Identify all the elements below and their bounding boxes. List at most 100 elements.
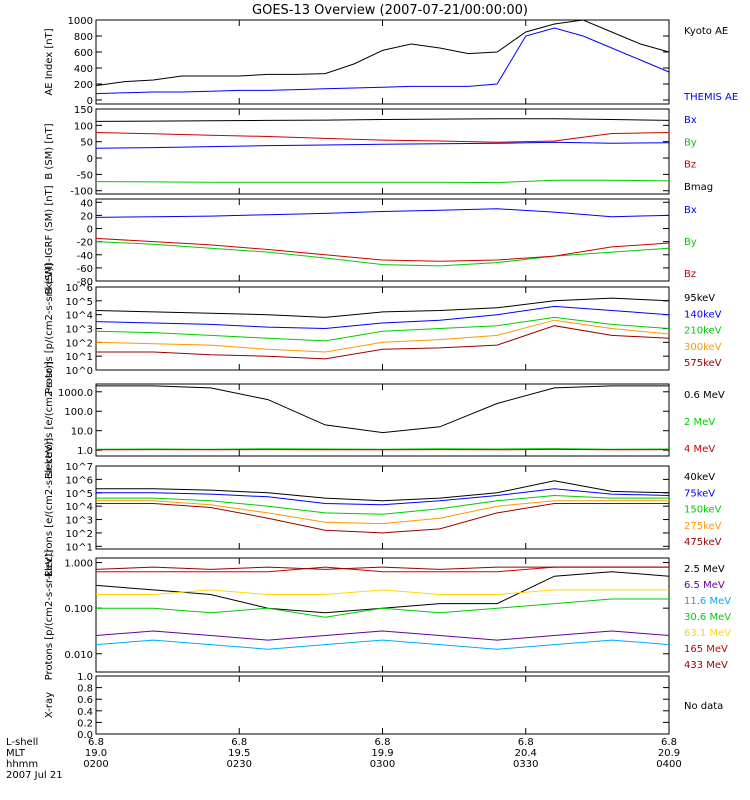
legend-entry: 30.6 MeV — [684, 612, 731, 623]
y-tick-label: -50 — [77, 170, 93, 181]
legend-entry: 0.6 MeV — [684, 390, 725, 401]
legend-entry: Kyoto AE — [684, 26, 728, 37]
legend-entry: 300keV — [684, 342, 722, 353]
footer-row-label: MLT — [6, 748, 26, 759]
y-tick-label: 50 — [80, 138, 93, 149]
series-line-bz — [95, 237, 670, 262]
y-tick-label: 10^4 — [66, 311, 93, 322]
y-tick-label: 0.8 — [77, 684, 93, 695]
legend-entry: 140keV — [684, 309, 722, 320]
series-line-by — [95, 179, 670, 184]
footer-tick-label: 0300 — [370, 759, 395, 770]
y-axis-label: Protons [p/(cm2-s-sr-keV)] — [44, 263, 55, 394]
y-tick-label: 0.0 — [77, 730, 93, 741]
legend-entry: 275keV — [684, 521, 722, 532]
series-line-30-6-mev — [96, 598, 669, 618]
legend-entry: 2 MeV — [684, 417, 715, 428]
legend-entry: 210keV — [684, 326, 722, 337]
panel-frame — [95, 108, 670, 195]
y-axis-label: X-ray — [44, 692, 55, 718]
series-line-11-6-mev — [95, 639, 670, 650]
y-tick-label: 10^1 — [66, 542, 93, 553]
y-tick-label: 0.010 — [64, 650, 93, 661]
series-line-75kev — [96, 488, 670, 506]
footer-tick-label: 6.8 — [88, 737, 104, 748]
legend-entry: 165 MeV — [684, 644, 728, 655]
y-tick-label: 40 — [80, 198, 93, 209]
time-axis-footer: L-shell 6.8 6.8 6.8 6.8 6.8 MLT 19.0 19.5 19.9 20.… — [6, 737, 682, 781]
y-tick-label: 10^6 — [66, 475, 93, 486]
legend-entry: 40keV — [684, 472, 715, 483]
y-tick-label: 800 — [74, 32, 93, 43]
panel-frame — [95, 465, 670, 550]
legend-entry: THEMIS AE — [683, 92, 738, 103]
y-tick-label: 0 — [87, 96, 93, 107]
footer-tick-label: 6.8 — [661, 737, 677, 748]
series-line-150kev — [96, 494, 669, 515]
panel-frame — [95, 557, 670, 673]
y-tick-label: 1.0 — [77, 672, 93, 683]
panel-frame — [95, 675, 670, 735]
footer-tick-label: 6.8 — [375, 737, 391, 748]
y-tick-label: 200 — [74, 80, 93, 91]
y-tick-label: 0.4 — [77, 707, 93, 718]
no-data-label: No data — [684, 701, 723, 712]
legend-entry: 150keV — [684, 505, 722, 516]
figure-title: GOES-13 Overview (2007-07-21/00:00:00) — [252, 3, 528, 18]
legend-entry: Bmag — [684, 182, 713, 193]
series-line-2-mev — [95, 448, 670, 450]
y-tick-label: 10^0 — [66, 366, 93, 377]
y-tick-label: -100 — [70, 187, 93, 198]
legend-entry: Bx — [684, 115, 697, 126]
footer-tick-label: 19.9 — [371, 748, 393, 759]
panel-frame — [95, 19, 670, 105]
series-line-575kev — [96, 325, 670, 360]
y-tick-label: 10^3 — [66, 516, 93, 527]
series-line-300kev — [95, 319, 670, 353]
y-tick-label: 20 — [80, 211, 93, 222]
y-tick-label: 150 — [74, 105, 93, 116]
series-line-210kev — [95, 316, 670, 342]
y-tick-label: 100.0 — [64, 407, 93, 418]
series-line-275kev — [96, 500, 669, 525]
footer-tick-label: 20.4 — [515, 748, 537, 759]
y-tick-label: 10^1 — [66, 352, 93, 363]
legend-entry: 11.6 MeV — [684, 596, 731, 607]
footer-tick-label: 6.8 — [231, 737, 247, 748]
y-tick-label: 100 — [74, 121, 93, 132]
footer-tick-label: 20.9 — [658, 748, 680, 759]
series-line-475kev — [96, 503, 669, 534]
y-tick-label: 0 — [87, 154, 93, 165]
legend-entry: 2.5 MeV — [684, 564, 725, 575]
series-line-0-6-mev — [96, 385, 669, 434]
series-line-kyoto-ae — [95, 19, 670, 87]
panel-1: 0 200 400 600 800 1000 AE Index [nT] Kyoto AE TH… — [44, 16, 738, 107]
y-tick-label: 10^2 — [66, 338, 93, 349]
series-line-433-mev — [95, 566, 669, 570]
series-line-95kev — [95, 297, 670, 318]
panel-8: 0.00.20.40.60.81.0 X-ray No data — [44, 672, 723, 741]
footer-tick-label: 0230 — [227, 759, 252, 770]
y-tick-label: 10^7 — [66, 462, 93, 473]
footer-row-label: hhmm — [6, 759, 38, 770]
legend-entry: By — [684, 137, 697, 148]
y-tick-label: 10^3 — [66, 325, 93, 336]
y-tick-label: 10^4 — [66, 502, 93, 513]
footer-tick-label: 0400 — [656, 759, 681, 770]
legend-entry: 433 MeV — [684, 660, 728, 671]
y-tick-label: -80 — [77, 277, 93, 288]
series-line-bx — [95, 208, 670, 218]
series-line-bx — [95, 141, 670, 149]
legend-entry: Bz — [684, 160, 696, 171]
legend-entry: 4 MeV — [684, 444, 715, 455]
y-tick-label: -40 — [77, 251, 93, 262]
y-tick-label: 10^2 — [66, 529, 93, 540]
y-tick-label: 1000 — [68, 16, 93, 27]
footer-date-label: 2007 Jul 21 — [6, 770, 63, 781]
y-tick-label: 0.2 — [77, 718, 93, 729]
panel-frame — [95, 383, 670, 457]
footer-tick-label: 0330 — [513, 759, 538, 770]
